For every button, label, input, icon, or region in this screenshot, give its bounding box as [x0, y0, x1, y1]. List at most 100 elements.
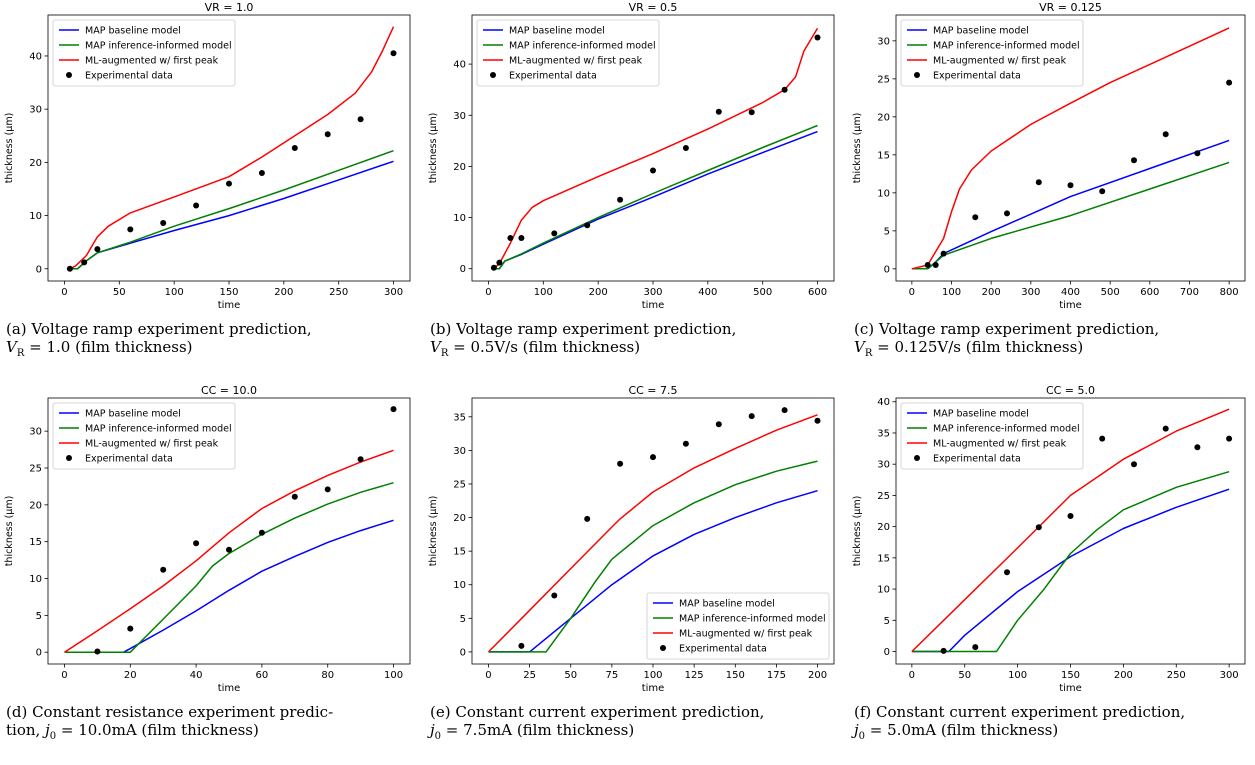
x-tick-label: 150	[726, 670, 745, 681]
x-tick-label: 150	[219, 287, 238, 298]
plot-area-frame	[47, 397, 411, 665]
x-axis-label: time	[218, 300, 241, 311]
legend-box	[52, 402, 236, 470]
data-point	[1067, 513, 1074, 519]
caption-d: (d) Constant resistance experiment predi…	[6, 703, 416, 746]
x-tick-label: 300	[1220, 670, 1239, 681]
series-line	[69, 160, 394, 270]
series-line	[493, 124, 818, 270]
x-tick-label: 600	[808, 287, 827, 298]
y-axis-label: thickness (μm)	[852, 496, 863, 567]
data-point	[507, 235, 514, 241]
caption-b: (b) Voltage ramp experiment prediction, …	[430, 320, 840, 363]
x-tick-label: 200	[808, 670, 827, 681]
x-tick-label: 400	[1061, 287, 1080, 298]
y-tick-label: 0	[460, 647, 466, 658]
y-tick-label: 20	[29, 158, 42, 169]
x-tick-label: 0	[485, 287, 491, 298]
series-line	[64, 519, 394, 653]
y-tick-label: 10	[453, 580, 466, 591]
y-tick-label: 30	[29, 427, 42, 438]
y-tick-label: 30	[877, 460, 890, 471]
y-tick-label: 35	[877, 428, 890, 439]
legend-marker	[66, 72, 72, 78]
y-tick-label: 0	[36, 648, 42, 659]
x-tick-label: 300	[384, 287, 403, 298]
data-point	[715, 421, 722, 428]
data-point	[490, 264, 497, 271]
legend-box	[900, 402, 1084, 470]
data-point	[814, 34, 821, 41]
data-point	[518, 642, 525, 649]
chart-cc-5-0: CC = 5.0 0 50 100 150 200 250 300 0 5 10 15 20 25 30 35…	[852, 384, 1246, 694]
data-point	[940, 250, 947, 257]
chart-cc-7-5: CC = 7.5 0 25 50 75 100 125 150 175 200 0 5 10 15 20 25…	[428, 384, 835, 694]
data-point	[781, 407, 788, 414]
y-tick-label: 5	[36, 611, 42, 622]
data-point	[390, 406, 397, 413]
caption-e: (e) Constant current experiment predicti…	[430, 703, 840, 746]
x-tick-label: 0	[909, 287, 915, 298]
data-point	[324, 131, 331, 138]
data-point	[972, 214, 979, 221]
data-point	[127, 226, 134, 233]
x-tick-label: 100	[165, 287, 184, 298]
x-tick-label: 0	[909, 670, 915, 681]
series-line	[69, 26, 395, 270]
legend-entry: MAP inference-informed model	[679, 614, 826, 625]
legend-box	[476, 19, 660, 87]
y-tick-label: 25	[453, 479, 466, 490]
legend-box	[52, 19, 236, 87]
chart-panel-cc-5-0: CC = 5.0 0 50 100 150 200 250 300 0 5 10 15 20 25 30 35…	[848, 383, 1255, 765]
x-tick-label: 100	[643, 670, 662, 681]
y-tick-label: 15	[29, 537, 42, 548]
legend-entry: MAP inference-informed model	[933, 424, 1080, 435]
x-tick-label: 500	[753, 287, 772, 298]
data-point	[390, 50, 397, 57]
x-axis-label: time	[1059, 300, 1082, 311]
chart-panel-cc-10-0: CC = 10.0 0 20 40 60 80 100 0 5 10 15 20 25 30 time thi…	[0, 383, 418, 765]
data-point	[1004, 210, 1010, 217]
caption-line: VR = 1.0 (film thickness)	[6, 338, 193, 359]
data-point	[258, 529, 265, 536]
legend-entry: MAP baseline model	[85, 409, 181, 420]
data-point	[650, 454, 656, 461]
x-tick-label: 20	[124, 670, 137, 681]
y-tick-label: 10	[29, 574, 42, 585]
data-point	[932, 262, 939, 268]
series-line	[488, 489, 818, 653]
data-point	[584, 222, 591, 229]
chart-vr-1-0: VR = 1.0 0 50 100 150 200 250 300 0 10 20 30 40 time t…	[4, 1, 411, 311]
y-axis-label: thickness (μm)	[852, 113, 863, 184]
legend-entry: ML-augmented w/ first peak	[509, 56, 643, 67]
caption-line: VR = 0.5V/s (film thickness)	[430, 338, 641, 359]
data-point	[1035, 179, 1042, 186]
data-point	[972, 644, 979, 651]
x-tick-label: 300	[643, 287, 662, 298]
x-tick-label: 125	[685, 670, 704, 681]
data-point	[66, 265, 73, 272]
y-tick-label: 30	[453, 446, 466, 457]
legend-marker	[490, 72, 496, 78]
x-tick-label: 500	[1101, 287, 1120, 298]
data-point	[781, 86, 788, 93]
data-point	[160, 566, 167, 573]
y-tick-label: 25	[877, 74, 890, 85]
y-tick-label: 20	[453, 162, 466, 173]
chart-title: VR = 1.0	[205, 1, 254, 14]
caption-line: tion, j0 = 10.0mA (film thickness)	[6, 721, 259, 742]
x-tick-label: 200	[1114, 670, 1133, 681]
x-tick-label: 25	[523, 670, 536, 681]
x-tick-label: 100	[1008, 670, 1027, 681]
x-axis-label: time	[642, 300, 665, 311]
x-tick-label: 0	[485, 670, 491, 681]
legend-entry: ML-augmented w/ first peak	[679, 629, 813, 640]
chart-title: CC = 10.0	[201, 384, 257, 397]
x-tick-label: 400	[698, 287, 717, 298]
legend-entry: Experimental data	[933, 71, 1021, 82]
chart-title: CC = 7.5	[628, 384, 677, 397]
data-point	[291, 145, 298, 151]
caption-f: (f) Constant current experiment predicti…	[854, 703, 1255, 746]
legend-entry: MAP inference-informed model	[509, 41, 656, 52]
series-line	[911, 488, 1230, 653]
